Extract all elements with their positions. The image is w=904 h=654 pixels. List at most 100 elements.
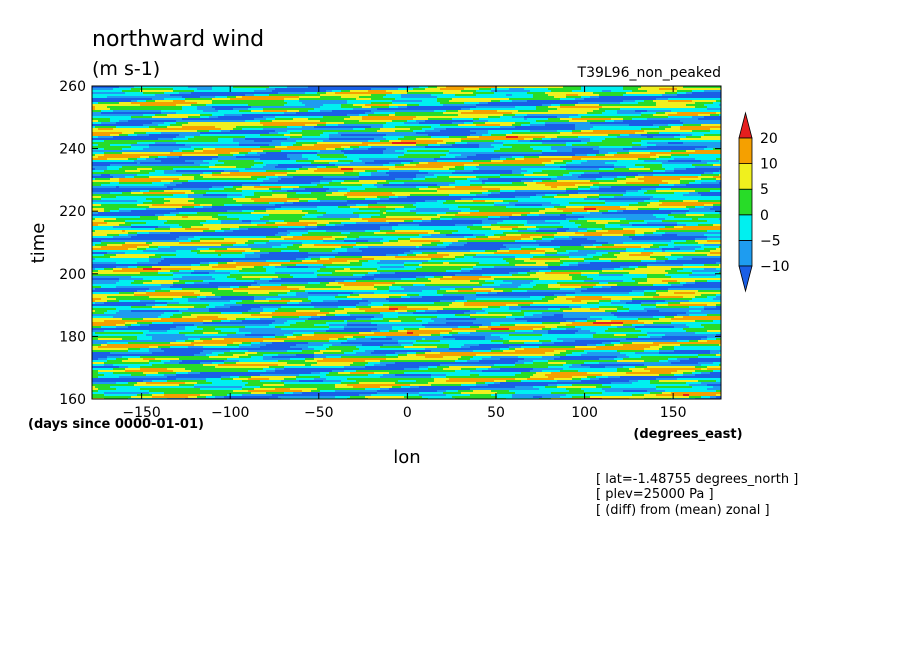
field-cell [215,164,255,167]
field-cell [428,254,450,257]
field-cell [566,168,600,171]
field-cell [542,162,555,165]
field-cell [707,366,721,369]
field-cell [683,268,705,271]
field-cell [266,152,318,155]
field-cell [551,270,603,273]
field-cell [551,340,564,343]
field-cell [584,216,657,219]
field-cell [173,298,189,301]
field-cell [254,160,297,163]
field-cell [551,392,603,395]
field-cell [275,146,288,149]
field-cell [101,204,138,207]
field-cell [116,126,150,129]
field-cell [410,238,468,241]
field-cell [452,172,513,175]
field-cell [335,224,345,227]
field-cell [398,316,438,319]
field-cell [476,292,489,295]
field-cell [401,320,423,323]
field-cell [716,306,721,309]
field-cell [305,214,324,217]
field-cell [413,204,495,207]
field-cell [524,260,561,263]
field-cell [482,274,513,277]
field-cell [494,92,528,95]
field-cell [359,348,426,351]
field-cell [239,376,252,379]
field-cell [707,236,721,239]
field-cell [632,142,648,145]
field-cell [119,178,180,181]
field-cell [293,188,306,191]
field-cell [581,272,600,275]
field-cell [236,126,288,129]
field-cell [419,224,456,227]
field-cell [92,152,105,155]
field-cell [509,348,516,351]
field-cell [284,366,345,369]
y-tick-label: 220 [59,204,86,220]
field-cell [542,328,552,331]
field-cell [104,330,150,333]
field-cell [650,256,666,259]
field-cell [680,248,696,251]
field-cell [473,356,492,359]
field-cell [524,316,543,319]
field-cell [107,166,123,169]
field-cell [566,350,585,353]
field-cell [494,202,510,205]
field-cell [218,160,255,163]
field-cell [443,294,477,297]
field-cell [302,244,315,247]
field-cell [395,178,414,181]
field-cell [338,166,396,169]
field-cell [359,114,369,117]
field-cell [374,232,387,235]
field-cell [251,166,264,169]
contour-field [92,86,721,399]
field-cell [326,224,336,227]
field-cell [491,290,504,293]
field-cell [407,254,417,257]
field-cell [119,186,168,189]
field-cell [128,358,144,361]
field-cell [302,156,321,159]
field-cell [98,388,117,391]
field-cell [227,318,237,321]
field-cell [440,352,546,355]
field-cell [254,186,282,189]
field-cell [359,394,372,397]
field-cell [233,288,300,291]
field-cell [695,206,705,209]
field-cell [710,396,717,399]
field-cell [164,98,186,101]
field-cell [377,196,390,199]
field-cell [650,382,687,385]
field-cell [686,136,702,139]
field-cell [452,232,504,235]
field-cell [398,312,414,315]
field-cell [323,140,369,143]
field-cell [419,86,429,89]
field-cell [422,266,474,269]
field-cell [320,156,348,159]
field-cell [599,186,612,189]
field-cell [95,302,105,305]
field-cell [515,126,576,129]
field-cell [644,308,705,311]
field-cell [92,100,132,103]
field-cell [605,224,621,227]
field-cell [461,154,477,157]
field-cell [92,202,144,205]
field-cell [122,318,144,321]
field-cell [284,104,306,107]
field-cell [581,290,633,293]
field-cell [443,202,495,205]
field-cell [422,100,438,103]
field-cell [317,142,363,145]
field-cell [368,240,381,243]
field-cell [92,164,111,167]
field-cell [500,174,525,177]
